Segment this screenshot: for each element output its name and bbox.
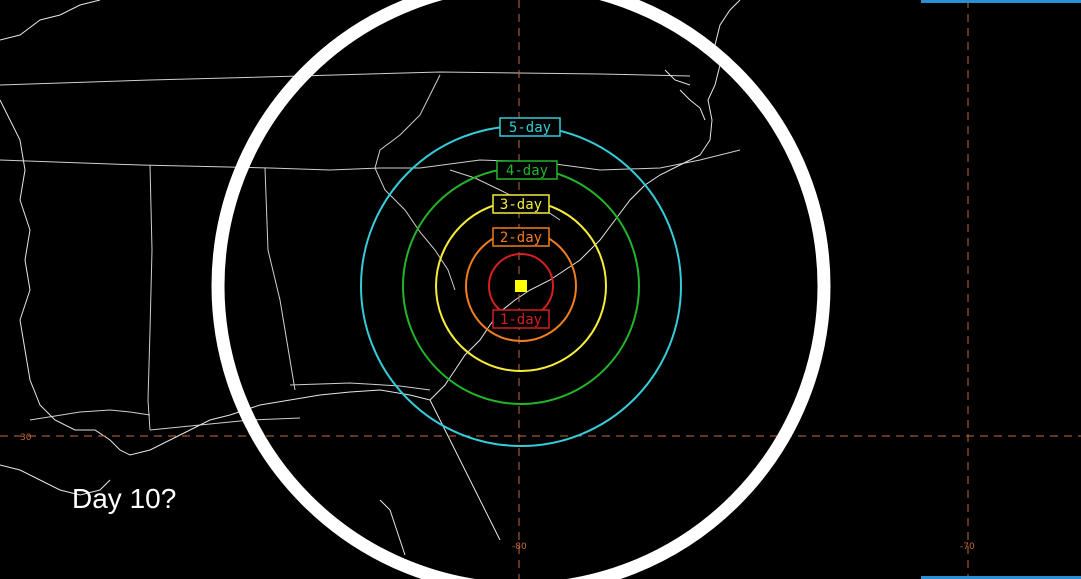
svg-text:4-day: 4-day [506,163,548,179]
cone-labels: 1-day 2-day 3-day 4-day 5-day [492,117,561,329]
day-10-question: Day 10? [72,483,176,514]
coastline [0,0,741,556]
cone-label-3-day: 3-day [492,194,550,214]
cone-label-1-day: 1-day [492,309,550,329]
svg-text:3-day: 3-day [500,197,542,213]
svg-text:1-day: 1-day [500,312,542,328]
highlight-circle [211,0,831,579]
square-marker-icon [515,280,527,292]
accent-bar-top [921,0,1081,3]
accent-bar-bottom [921,576,1081,579]
cone-label-4-day: 4-day [496,160,558,180]
lon-70-label: -70 [960,542,975,552]
svg-text:5-day: 5-day [509,120,551,136]
lon-80-label: -80 [512,542,527,552]
cone-label-2-day: 2-day [492,227,550,247]
lat-30-label: 30 [20,433,32,443]
svg-text:2-day: 2-day [500,230,542,246]
cone-label-5-day: 5-day [499,117,561,137]
